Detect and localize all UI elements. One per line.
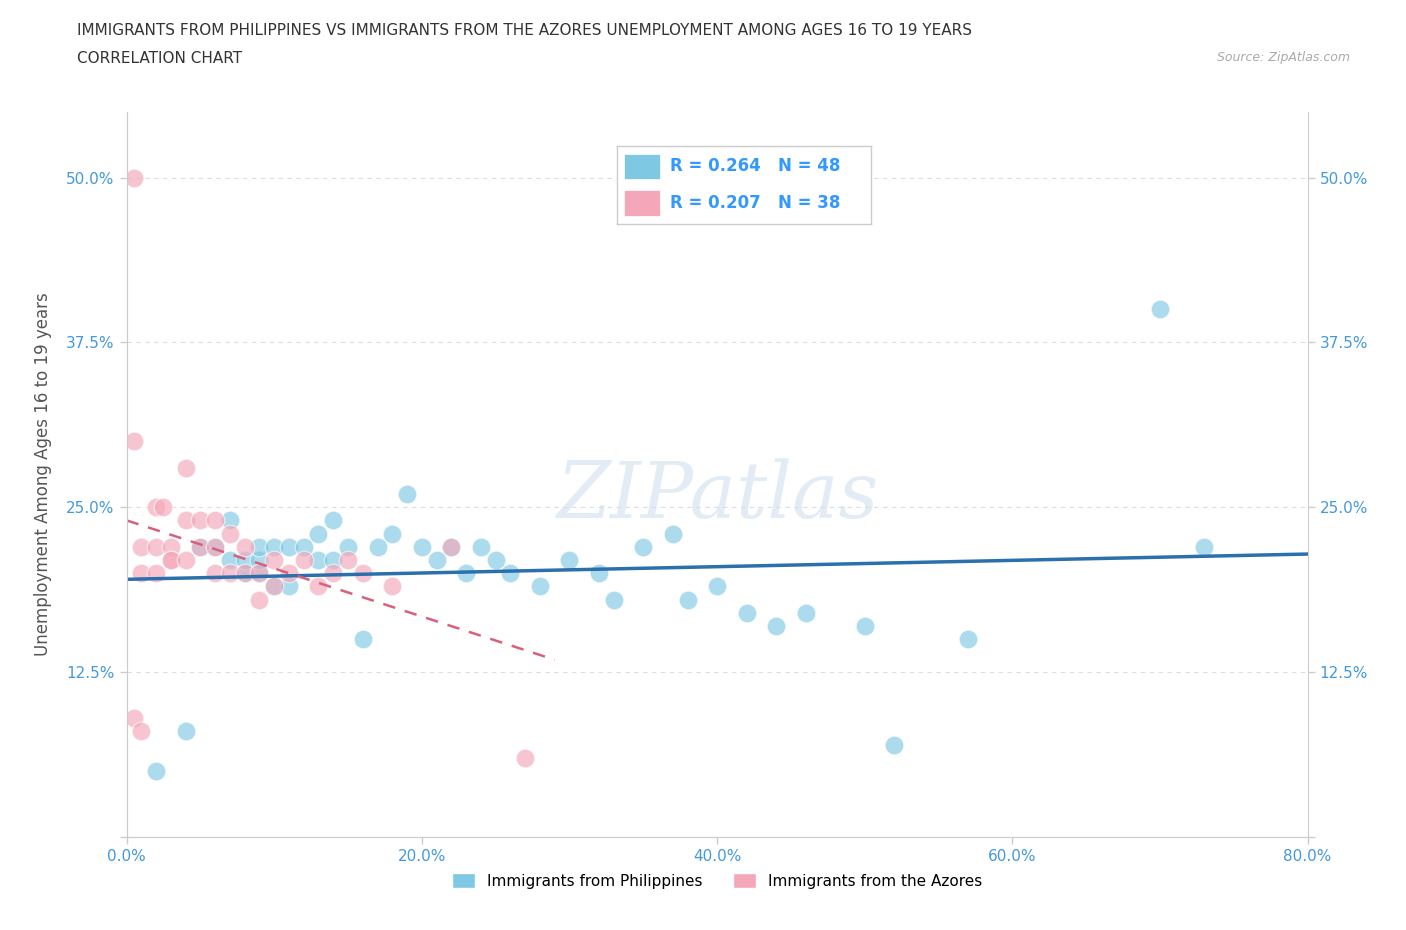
Point <box>292 539 315 554</box>
Text: ZIPatlas: ZIPatlas <box>555 458 879 534</box>
Point <box>233 552 256 567</box>
Point <box>322 565 344 580</box>
Point <box>174 513 197 528</box>
Point <box>174 460 197 475</box>
Point <box>145 499 167 514</box>
Text: CORRELATION CHART: CORRELATION CHART <box>77 51 242 66</box>
Point <box>278 565 301 580</box>
Point <box>219 526 242 541</box>
Point <box>129 565 153 580</box>
Point <box>160 552 183 567</box>
Point <box>529 579 551 594</box>
Point <box>367 539 389 554</box>
Point <box>278 579 301 594</box>
Point <box>1192 539 1215 554</box>
Point <box>129 539 153 554</box>
Point <box>145 539 167 554</box>
Text: IMMIGRANTS FROM PHILIPPINES VS IMMIGRANTS FROM THE AZORES UNEMPLOYMENT AMONG AGE: IMMIGRANTS FROM PHILIPPINES VS IMMIGRANT… <box>77 23 973 38</box>
Point <box>219 552 242 567</box>
Point <box>204 565 226 580</box>
Point <box>233 565 256 580</box>
Point <box>233 539 256 554</box>
Point <box>145 764 167 778</box>
Point <box>381 579 404 594</box>
Text: Source: ZipAtlas.com: Source: ZipAtlas.com <box>1216 51 1350 64</box>
Point <box>676 592 699 607</box>
Point <box>129 724 153 739</box>
Point <box>322 552 344 567</box>
Point <box>352 631 374 646</box>
Point <box>633 539 655 554</box>
Point <box>470 539 492 554</box>
Point <box>174 552 197 567</box>
Point <box>233 565 256 580</box>
Point <box>411 539 433 554</box>
Point <box>425 552 447 567</box>
Point <box>337 552 360 567</box>
Point <box>152 499 174 514</box>
Point <box>396 486 419 501</box>
Point <box>499 565 522 580</box>
Point <box>956 631 979 646</box>
Point <box>853 618 876 633</box>
Point <box>278 539 301 554</box>
Point <box>883 737 905 752</box>
Point <box>588 565 610 580</box>
Point <box>249 565 271 580</box>
Point <box>188 539 212 554</box>
Point <box>204 539 226 554</box>
Point <box>249 552 271 567</box>
Point <box>794 605 817 620</box>
Point <box>263 552 285 567</box>
Point <box>440 539 463 554</box>
Point <box>249 592 271 607</box>
Point <box>706 579 728 594</box>
Point <box>263 579 285 594</box>
Point <box>440 539 463 554</box>
Point <box>308 579 330 594</box>
Point <box>515 751 537 765</box>
Point <box>381 526 404 541</box>
Point <box>204 539 226 554</box>
Point <box>174 724 197 739</box>
Point <box>292 552 315 567</box>
Point <box>765 618 787 633</box>
Point <box>1149 302 1171 317</box>
Point <box>160 539 183 554</box>
Point <box>662 526 685 541</box>
Point <box>308 526 330 541</box>
Point <box>160 552 183 567</box>
Point <box>735 605 758 620</box>
Point <box>456 565 478 580</box>
Point <box>249 565 271 580</box>
Point <box>219 513 242 528</box>
Point <box>204 513 226 528</box>
Point <box>558 552 581 567</box>
Point <box>308 552 330 567</box>
Point <box>322 513 344 528</box>
Point <box>122 170 145 185</box>
Point <box>603 592 626 607</box>
Point <box>352 565 374 580</box>
Point <box>484 552 508 567</box>
Point <box>188 539 212 554</box>
Point <box>337 539 360 554</box>
Point <box>122 434 145 449</box>
Y-axis label: Unemployment Among Ages 16 to 19 years: Unemployment Among Ages 16 to 19 years <box>34 292 52 657</box>
Point <box>249 539 271 554</box>
Point <box>263 539 285 554</box>
Legend: Immigrants from Philippines, Immigrants from the Azores: Immigrants from Philippines, Immigrants … <box>446 867 988 895</box>
Point <box>145 565 167 580</box>
Point <box>188 513 212 528</box>
Point <box>122 711 145 725</box>
Point <box>263 579 285 594</box>
Point <box>219 565 242 580</box>
